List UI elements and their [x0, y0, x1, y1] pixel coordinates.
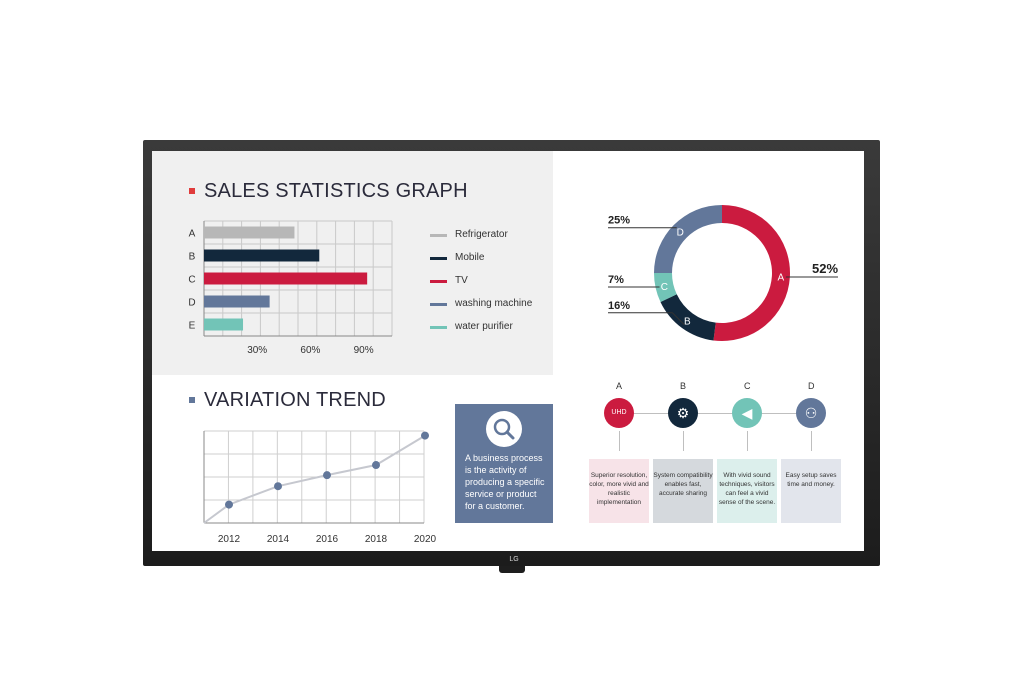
year-label-2012: 2012	[218, 534, 241, 545]
trend-point-2016	[323, 471, 331, 480]
feature-stem	[683, 431, 684, 451]
blue-square-icon	[189, 397, 195, 403]
donut-slice-c	[654, 273, 677, 302]
feature-letter-d: D	[808, 381, 815, 391]
trend-point-2014	[274, 482, 282, 491]
bar-b	[204, 249, 320, 262]
bar-d	[204, 295, 270, 308]
uhd-icon: UHD	[604, 398, 634, 428]
feature-letter-c: C	[744, 381, 751, 391]
donut-letter-c: C	[661, 282, 668, 293]
bar-label-e: E	[189, 321, 196, 332]
feature-stem	[811, 431, 812, 451]
legend-swatch	[430, 257, 447, 260]
bar-label-c: C	[188, 275, 195, 286]
legend-label: Refrigerator	[455, 229, 508, 240]
sales-bar-chart: A B C D E 30% 60% 90%	[188, 220, 393, 356]
bar-e	[204, 318, 244, 331]
lg-logo: LG	[509, 556, 519, 563]
donut-chart: A B C D 52% 16% 7% 25%	[608, 205, 838, 341]
donut-slice-a	[713, 205, 790, 341]
donut-letter-d: D	[677, 227, 684, 238]
bar-label-b: B	[189, 252, 196, 263]
year-label-2014: 2014	[267, 534, 290, 545]
legend-label: TV	[455, 275, 468, 286]
bar-label-a: A	[189, 229, 196, 240]
legend-swatch	[430, 234, 447, 237]
bar-x-tick: 90%	[354, 345, 374, 356]
year-label-2020: 2020	[414, 534, 437, 545]
features-connector	[618, 413, 810, 414]
feature-box-c: With vivid sound techniques, visitors ca…	[717, 459, 777, 523]
feature-letter-a: A	[616, 381, 623, 391]
leader-line	[608, 312, 685, 326]
variation-line-chart: 2012 2014 2016 2018 2020	[203, 430, 437, 545]
info-box: A business process is the activity of pr…	[455, 404, 553, 523]
sales-panel	[152, 151, 553, 375]
feature-box-a: Superior resolution, color, more vivid a…	[589, 459, 649, 523]
legend-swatch	[430, 280, 447, 283]
tv-screen: SALES STATISTICS GRAPH A B C D E 30% 60% 90% Re…	[152, 151, 864, 551]
year-label-2016: 2016	[316, 534, 339, 545]
feature-stem	[747, 431, 748, 451]
gear-icon: ⚙	[668, 398, 698, 428]
legend-swatch	[430, 326, 447, 329]
legend-label: washing machine	[455, 298, 533, 309]
donut-percent-c: 7%	[608, 274, 624, 286]
variation-title: VARIATION TREND	[204, 389, 386, 411]
network-icon: ⚇	[796, 398, 826, 428]
donut-slice-b	[660, 294, 716, 341]
donut-letter-b: B	[684, 317, 691, 328]
trend-point-2020	[421, 431, 429, 440]
sales-title: SALES STATISTICS GRAPH	[204, 180, 468, 202]
bar-x-tick: 30%	[247, 345, 267, 356]
donut-percent-d: 25%	[608, 215, 630, 227]
feature-stem	[619, 431, 620, 451]
tv-stand	[499, 566, 525, 573]
legend-label: Mobile	[455, 252, 485, 263]
legend-label: water purifier	[455, 321, 513, 332]
info-text: A business process is the activity of pr…	[465, 453, 545, 511]
year-label-2018: 2018	[365, 534, 388, 545]
bar-c	[204, 272, 368, 285]
trend-point-2018	[372, 461, 380, 470]
sales-title-wrap: SALES STATISTICS GRAPH	[189, 180, 468, 203]
feature-box-b: System compatibility enables fast, accur…	[653, 459, 713, 523]
red-square-icon	[189, 188, 195, 194]
donut-slice-d	[654, 205, 722, 273]
feature-box-d: Easy setup saves time and money.	[781, 459, 841, 523]
magnifier-icon	[486, 411, 522, 447]
trend-line	[203, 434, 426, 524]
bar-label-d: D	[188, 298, 195, 309]
bar-x-tick: 60%	[300, 345, 320, 356]
feature-letter-b: B	[680, 381, 687, 391]
donut-letter-a: A	[778, 273, 785, 284]
bar-a	[204, 226, 295, 239]
donut-percent-a: 52%	[812, 261, 838, 276]
trend-point-2012	[225, 500, 233, 509]
variation-title-wrap: VARIATION TREND	[189, 389, 386, 412]
legend-swatch	[430, 303, 447, 306]
speaker-icon: ◀	[732, 398, 762, 428]
donut-percent-b: 16%	[608, 300, 630, 312]
